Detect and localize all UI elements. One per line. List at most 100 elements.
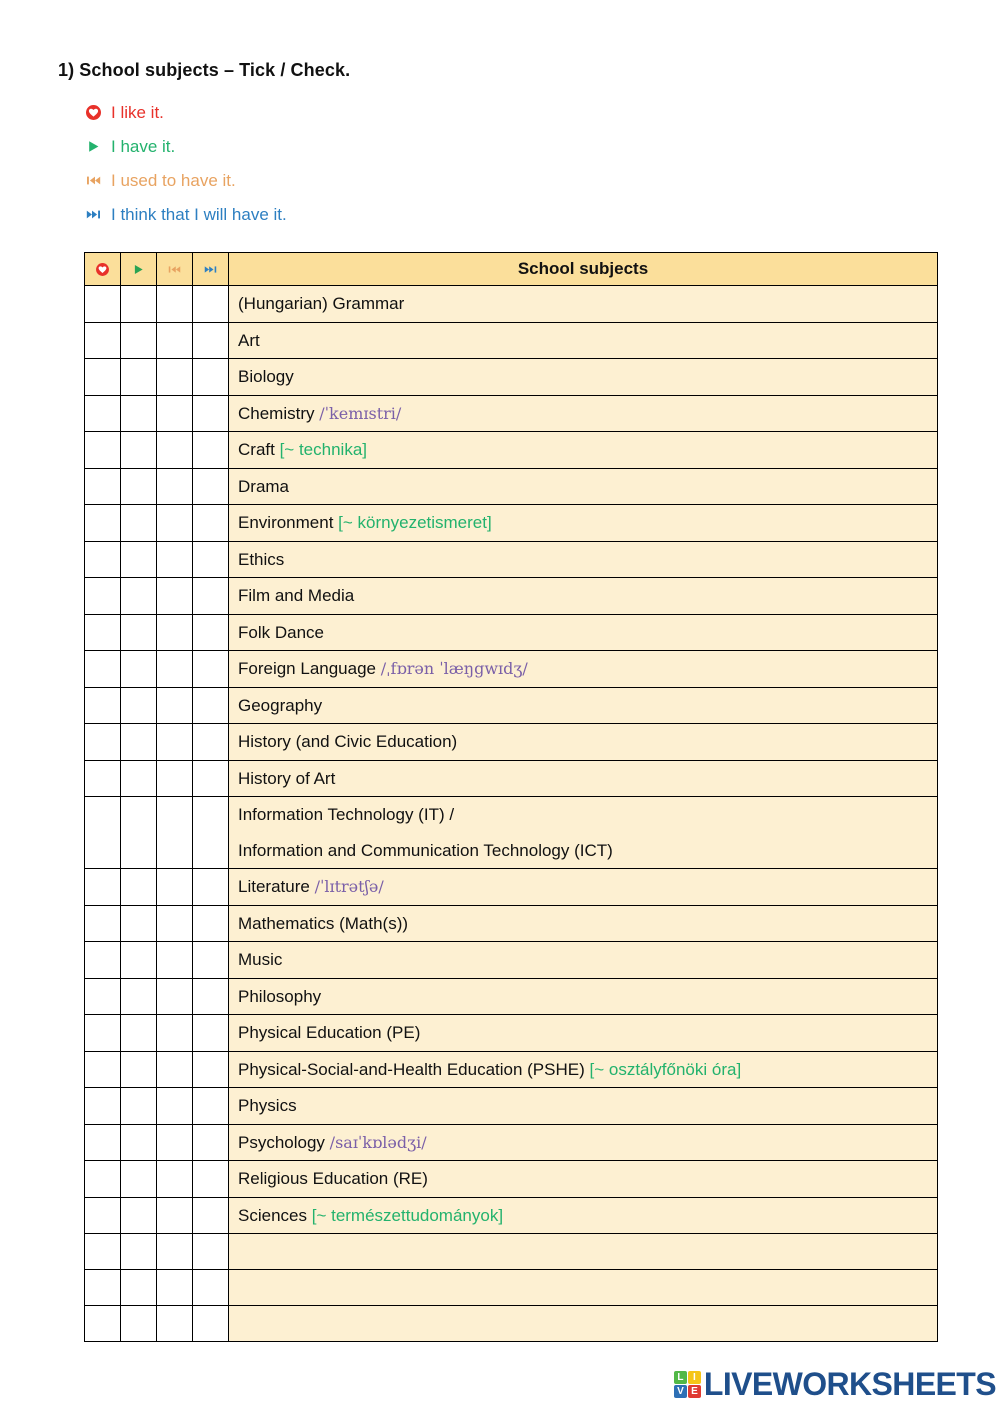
tick-cell-used-to-have[interactable] (156, 467, 193, 505)
tick-cell-used-to-have[interactable] (156, 1196, 193, 1234)
tick-cell-have[interactable] (120, 1123, 157, 1161)
tick-cell-like[interactable] (84, 977, 121, 1015)
tick-cell-will-have[interactable] (192, 1087, 229, 1125)
tick-cell-used-to-have[interactable] (156, 904, 193, 942)
tick-cell-like[interactable] (84, 868, 121, 906)
tick-cell-will-have[interactable] (192, 1050, 229, 1088)
tick-cell-have[interactable] (120, 941, 157, 979)
tick-cell-used-to-have[interactable] (156, 321, 193, 359)
tick-cell-like[interactable] (84, 650, 121, 688)
tick-cell-used-to-have[interactable] (156, 1050, 193, 1088)
tick-cell-have[interactable] (120, 467, 157, 505)
tick-cell-have[interactable] (120, 613, 157, 651)
tick-cell-like[interactable] (84, 723, 121, 761)
tick-cell-will-have[interactable] (192, 904, 229, 942)
tick-cell-used-to-have[interactable] (156, 1087, 193, 1125)
tick-cell-like[interactable] (84, 1014, 121, 1052)
tick-cell-used-to-have[interactable] (156, 1233, 193, 1270)
tick-cell-like[interactable] (84, 358, 121, 396)
tick-cell-used-to-have[interactable] (156, 977, 193, 1015)
tick-cell-used-to-have[interactable] (156, 1269, 193, 1306)
tick-cell-used-to-have[interactable] (156, 1160, 193, 1198)
tick-cell-like[interactable] (84, 394, 121, 432)
tick-cell-used-to-have[interactable] (156, 686, 193, 724)
tick-cell-like[interactable] (84, 1160, 121, 1198)
tick-cell-used-to-have[interactable] (156, 431, 193, 469)
tick-cell-have[interactable] (120, 358, 157, 396)
tick-cell-used-to-have[interactable] (156, 868, 193, 906)
tick-cell-used-to-have[interactable] (156, 285, 193, 323)
tick-cell-have[interactable] (120, 1196, 157, 1234)
tick-cell-like[interactable] (84, 613, 121, 651)
tick-cell-like[interactable] (84, 1087, 121, 1125)
tick-cell-like[interactable] (84, 904, 121, 942)
tick-cell-used-to-have[interactable] (156, 504, 193, 542)
tick-cell-have[interactable] (120, 1233, 157, 1270)
tick-cell-have[interactable] (120, 540, 157, 578)
tick-cell-will-have[interactable] (192, 1160, 229, 1198)
tick-cell-used-to-have[interactable] (156, 577, 193, 615)
tick-cell-have[interactable] (120, 1087, 157, 1125)
tick-cell-will-have[interactable] (192, 540, 229, 578)
tick-cell-like[interactable] (84, 504, 121, 542)
tick-cell-have[interactable] (120, 1050, 157, 1088)
tick-cell-like[interactable] (84, 759, 121, 797)
tick-cell-will-have[interactable] (192, 358, 229, 396)
tick-cell-will-have[interactable] (192, 504, 229, 542)
tick-cell-will-have[interactable] (192, 431, 229, 469)
tick-cell-will-have[interactable] (192, 686, 229, 724)
tick-cell-will-have[interactable] (192, 613, 229, 651)
tick-cell-have[interactable] (120, 1269, 157, 1306)
tick-cell-have[interactable] (120, 1160, 157, 1198)
tick-cell-will-have[interactable] (192, 868, 229, 906)
tick-cell-will-have[interactable] (192, 1014, 229, 1052)
tick-cell-will-have[interactable] (192, 1305, 229, 1342)
tick-cell-have[interactable] (120, 504, 157, 542)
tick-cell-like[interactable] (84, 1196, 121, 1234)
tick-cell-have[interactable] (120, 650, 157, 688)
tick-cell-like[interactable] (84, 1123, 121, 1161)
tick-cell-will-have[interactable] (192, 650, 229, 688)
tick-cell-have[interactable] (120, 868, 157, 906)
tick-cell-have[interactable] (120, 796, 157, 869)
tick-cell-like[interactable] (84, 431, 121, 469)
tick-cell-will-have[interactable] (192, 796, 229, 869)
tick-cell-have[interactable] (120, 431, 157, 469)
tick-cell-have[interactable] (120, 285, 157, 323)
tick-cell-will-have[interactable] (192, 1269, 229, 1306)
tick-cell-will-have[interactable] (192, 1123, 229, 1161)
tick-cell-like[interactable] (84, 686, 121, 724)
tick-cell-like[interactable] (84, 467, 121, 505)
tick-cell-will-have[interactable] (192, 1233, 229, 1270)
tick-cell-used-to-have[interactable] (156, 723, 193, 761)
tick-cell-will-have[interactable] (192, 977, 229, 1015)
tick-cell-will-have[interactable] (192, 467, 229, 505)
tick-cell-have[interactable] (120, 686, 157, 724)
tick-cell-used-to-have[interactable] (156, 1014, 193, 1052)
tick-cell-used-to-have[interactable] (156, 796, 193, 869)
tick-cell-like[interactable] (84, 321, 121, 359)
tick-cell-like[interactable] (84, 796, 121, 869)
tick-cell-like[interactable] (84, 1233, 121, 1270)
tick-cell-have[interactable] (120, 394, 157, 432)
tick-cell-will-have[interactable] (192, 759, 229, 797)
tick-cell-will-have[interactable] (192, 1196, 229, 1234)
tick-cell-have[interactable] (120, 759, 157, 797)
tick-cell-like[interactable] (84, 1050, 121, 1088)
tick-cell-will-have[interactable] (192, 941, 229, 979)
tick-cell-have[interactable] (120, 1014, 157, 1052)
tick-cell-like[interactable] (84, 540, 121, 578)
tick-cell-have[interactable] (120, 1305, 157, 1342)
tick-cell-like[interactable] (84, 1269, 121, 1306)
tick-cell-have[interactable] (120, 577, 157, 615)
tick-cell-will-have[interactable] (192, 577, 229, 615)
tick-cell-used-to-have[interactable] (156, 1123, 193, 1161)
tick-cell-like[interactable] (84, 941, 121, 979)
tick-cell-used-to-have[interactable] (156, 650, 193, 688)
tick-cell-will-have[interactable] (192, 321, 229, 359)
tick-cell-used-to-have[interactable] (156, 613, 193, 651)
tick-cell-used-to-have[interactable] (156, 358, 193, 396)
tick-cell-will-have[interactable] (192, 394, 229, 432)
tick-cell-used-to-have[interactable] (156, 394, 193, 432)
tick-cell-like[interactable] (84, 1305, 121, 1342)
